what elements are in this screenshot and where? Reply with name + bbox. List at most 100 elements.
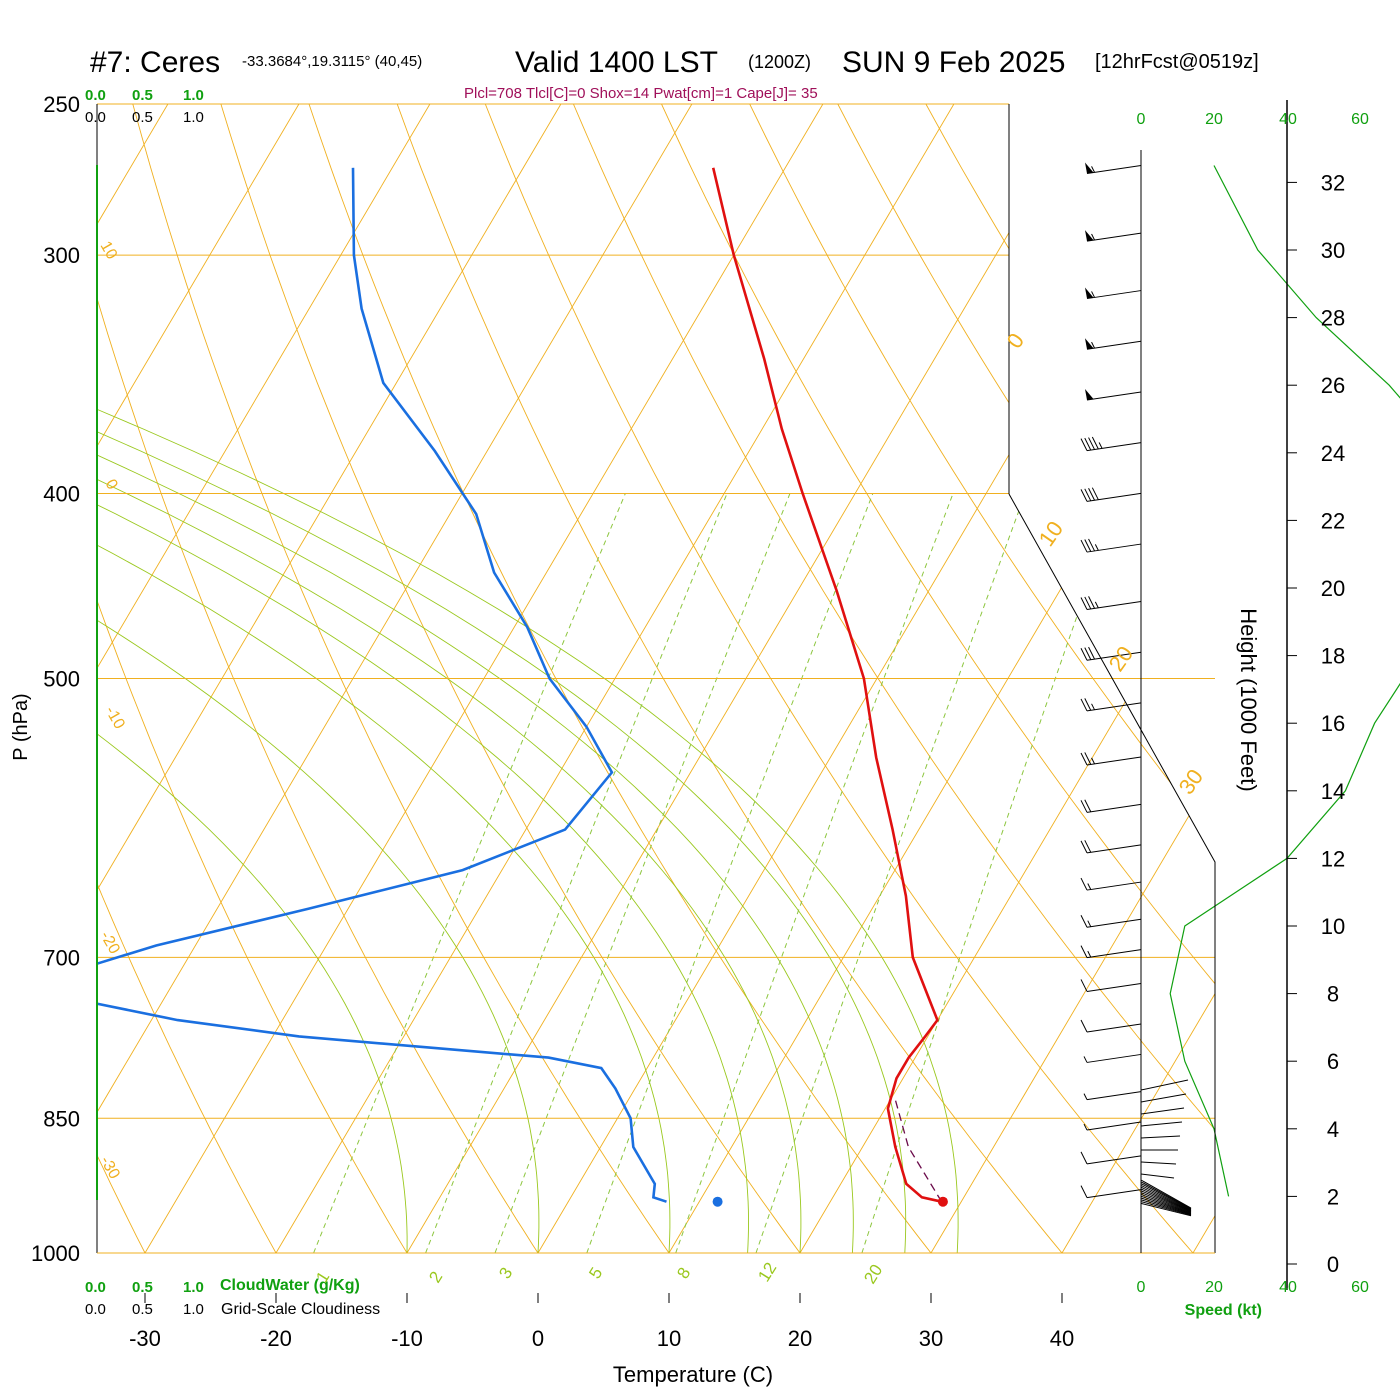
dry-adiabat-line: [97, 104, 539, 1253]
wind-barb-half-flag: [1087, 920, 1092, 927]
wind-barb-full-flag: [1088, 488, 1096, 501]
wind-barb-pennant: [1085, 338, 1094, 350]
wind-barb: [1085, 388, 1142, 401]
temperature-tick-label: -10: [391, 1326, 423, 1351]
wind-barb: [1080, 840, 1142, 854]
wind-barb-half-flag: [1091, 341, 1096, 349]
wind-barb: [1085, 338, 1142, 350]
low-level-barb-line: [1140, 1188, 1192, 1212]
low-level-barb-line: [1140, 1186, 1192, 1211]
wind-barb: [1080, 945, 1142, 959]
wind-barb-full-flag: [1084, 539, 1092, 552]
boundary-layer-barb-line: [1140, 1121, 1183, 1127]
forecast-date: SUN 9 Feb 2025: [842, 46, 1065, 79]
wind-barb-full-flag: [1084, 698, 1092, 711]
moist-adiabat-line: [97, 104, 959, 1253]
wind-barb-staff: [1086, 165, 1142, 174]
wind-barb-full-flag: [1091, 436, 1099, 450]
isotherm-line: [1192, 104, 1215, 1253]
pressure-tick-label: 700: [43, 945, 80, 970]
height-tick-label: 12: [1321, 846, 1345, 871]
surface-dewpoint-marker: [712, 1196, 723, 1207]
mixing-ratio-line: [313, 493, 626, 1253]
low-level-barb-line: [1140, 1197, 1192, 1215]
wind-barb-full-flag: [1084, 437, 1092, 451]
parcel-trace: [894, 1098, 943, 1203]
wind-barb-half-flag: [1083, 1056, 1088, 1063]
pressure-tick-label: 850: [43, 1106, 80, 1131]
wind-barb-staff: [1086, 949, 1142, 959]
pressure-tick-label: 400: [43, 482, 80, 507]
wind-barb-full-flag: [1080, 979, 1088, 992]
height-tick-label: 6: [1327, 1049, 1339, 1074]
wind-barb: [1080, 698, 1142, 712]
wind-barb-full-flag: [1084, 799, 1092, 812]
wind-barb: [1080, 436, 1142, 452]
wind-barb: [1080, 1019, 1142, 1033]
dry-adiabat-label: 10: [97, 239, 121, 263]
wind-barb: [1080, 538, 1142, 553]
isotherm-line: [1061, 104, 1215, 1253]
wind-barb-full-flag: [1080, 698, 1088, 712]
wind-barb-staff: [1086, 702, 1142, 712]
profiles: [97, 165, 1400, 1207]
wind-barb-full-flag: [1084, 752, 1092, 765]
mixing-ratio-label: 2: [425, 1268, 446, 1286]
wind-barb-half-flag: [1094, 544, 1099, 551]
stability-indices: Plcl=708 Tlcl[C]=0 Shox=14 Pwat[cm]=1 Ca…: [464, 85, 818, 102]
boundary-layer-barb-line: [1140, 1173, 1175, 1179]
mixing-ratio-label: 20: [860, 1261, 886, 1287]
wind-barb-staff: [1086, 442, 1142, 452]
wind-barb-half-flag: [1091, 166, 1096, 173]
mixing-ratio-line: [755, 493, 1026, 1253]
dry-adiabat-line: [97, 104, 277, 1253]
height-tick-label: 10: [1321, 914, 1345, 939]
height-tick-label: 0: [1327, 1252, 1339, 1277]
wind-barb-staff: [1086, 881, 1142, 891]
low-level-barb-line: [1140, 1192, 1192, 1213]
top-cloudwater-scale-0: 0.0: [85, 87, 106, 104]
wind-barb-full-flag: [1080, 597, 1088, 610]
bottom-speed-scale-0: 0: [1137, 1279, 1146, 1296]
wind-barb-full-flag: [1080, 752, 1088, 766]
mixing-ratio-label: 8: [673, 1264, 694, 1282]
wind-barb-full-flag: [1080, 539, 1088, 553]
wind-barb-pennant: [1085, 287, 1094, 299]
station-title: #7: Ceres: [90, 46, 220, 79]
bottom-cloudwater-scale-2: 1.0: [183, 1279, 204, 1296]
forecast-run: [12hrFcst@0519z]: [1095, 51, 1259, 73]
isotherm-line: [97, 104, 431, 1253]
hodograph-boundary: [1008, 493, 1216, 1253]
wind-barb-full-flag: [1080, 800, 1088, 813]
wind-barb-full-flag: [1080, 877, 1088, 891]
dry-adiabat-label: -10: [102, 704, 128, 733]
wind-barb: [1085, 162, 1142, 174]
wind-barb: [1080, 979, 1142, 992]
wind-barb-full-flag: [1084, 840, 1092, 853]
pressure-tick-label: 250: [43, 92, 80, 117]
wind-barb-full-flag: [1080, 647, 1088, 661]
wind-barb-full-flag: [1091, 487, 1099, 500]
bottom-cloudiness-scale-1: 0.5: [132, 1301, 153, 1318]
top-cloudiness-scale-1: 0.5: [132, 109, 153, 126]
temperature-tick-label: 20: [788, 1326, 812, 1351]
wind-barb-full-flag: [1080, 489, 1088, 502]
isotherm-line: [0, 104, 37, 1253]
wind-barb-full-flag: [1084, 596, 1092, 610]
wind-barb-staff: [1086, 651, 1142, 661]
height-axis-title: Height (1000 Feet): [1236, 608, 1261, 791]
height-tick-label: 2: [1327, 1184, 1339, 1209]
wind-barbs: [1080, 162, 1192, 1217]
low-level-barb-line: [1140, 1201, 1192, 1216]
moist-adiabat-line: [97, 104, 408, 1253]
wind-barb-staff: [1086, 492, 1142, 502]
wind-barb-full-flag: [1080, 1151, 1088, 1165]
wind-barb: [1080, 1151, 1142, 1165]
dry-adiabat-line: [97, 104, 408, 1253]
bottom-cloudiness-scale-2: 1.0: [183, 1301, 204, 1318]
dry-adiabat-label: 0: [1002, 328, 1030, 352]
mixing-ratio-line: [586, 493, 874, 1253]
wind-barb-staff: [1086, 918, 1142, 928]
low-level-barb-line: [1140, 1193, 1192, 1214]
